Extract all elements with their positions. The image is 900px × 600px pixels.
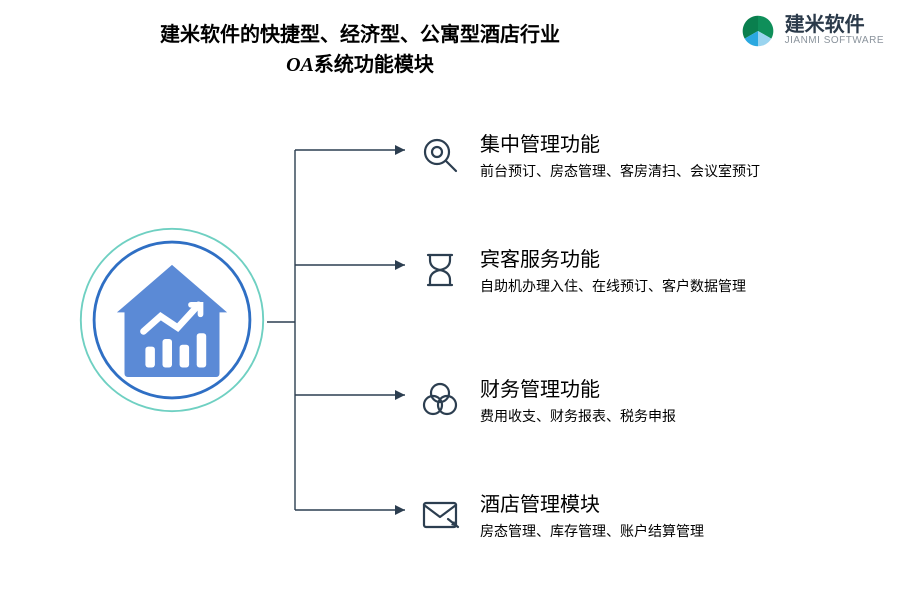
brand-logo: 建米软件 JIANMI SOFTWARE [739,12,884,50]
title-line2: OA系统功能模块 [80,50,640,80]
feature-item: 财务管理功能 费用收支、财务报表、税务申报 [418,373,676,426]
logo-text: 建米软件 JIANMI SOFTWARE [785,15,884,47]
logo-mark-icon [739,12,777,50]
feature-text: 集中管理功能 前台预订、房态管理、客房清扫、会议室预订 [480,128,760,181]
feature-desc: 房态管理、库存管理、账户结算管理 [480,521,704,541]
feature-title: 酒店管理模块 [480,488,704,517]
feature-item: 宾客服务功能 自助机办理入住、在线预订、客户数据管理 [418,243,746,296]
hourglass-icon [418,248,462,292]
title-line1: 建米软件的快捷型、经济型、公寓型酒店行业 [80,20,640,50]
feature-text: 财务管理功能 费用收支、财务报表、税务申报 [480,373,676,426]
feature-desc: 前台预订、房态管理、客房清扫、会议室预订 [480,161,760,181]
feature-item: 酒店管理模块 房态管理、库存管理、账户结算管理 [418,488,704,541]
title-line2-rest: 系统功能模块 [314,54,434,76]
feature-desc: 费用收支、财务报表、税务申报 [480,406,676,426]
feature-item: 集中管理功能 前台预订、房态管理、客房清扫、会议室预订 [418,128,760,181]
feature-title: 集中管理功能 [480,128,760,157]
feature-title: 宾客服务功能 [480,243,746,272]
magnifier-icon [418,133,462,177]
logo-cn: 建米软件 [785,15,884,36]
title-oa-prefix: OA [286,54,314,76]
feature-text: 宾客服务功能 自助机办理入住、在线预订、客户数据管理 [480,243,746,296]
logo-en: JIANMI SOFTWARE [785,36,884,47]
page-title: 建米软件的快捷型、经济型、公寓型酒店行业 OA系统功能模块 [80,20,640,80]
feature-text: 酒店管理模块 房态管理、库存管理、账户结算管理 [480,488,704,541]
mail-icon [418,493,462,537]
diagram-canvas: { "type": "infographic", "background_col… [0,0,900,600]
venn-icon [418,378,462,422]
feature-desc: 自助机办理入住、在线预订、客户数据管理 [480,276,746,296]
center-node [77,225,267,415]
feature-title: 财务管理功能 [480,373,676,402]
